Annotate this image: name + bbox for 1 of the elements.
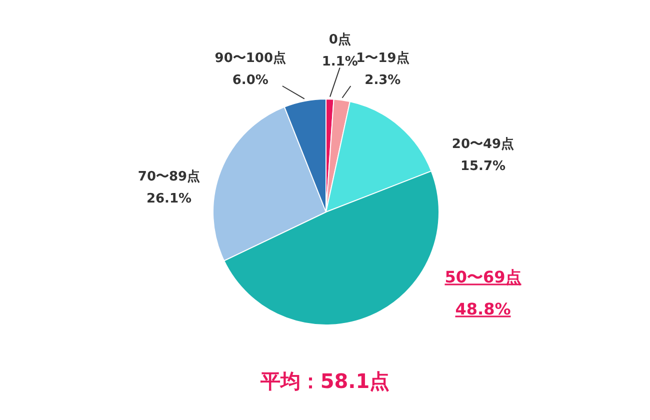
- annotation: 平均：58.1点: [260, 369, 390, 393]
